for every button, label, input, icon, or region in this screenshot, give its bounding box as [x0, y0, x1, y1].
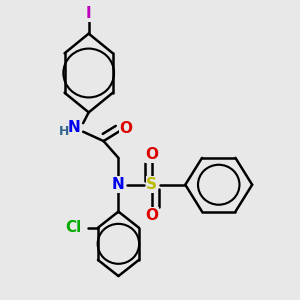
Text: I: I [86, 6, 92, 21]
Text: S: S [146, 177, 158, 192]
Text: H: H [59, 125, 70, 138]
Text: N: N [112, 177, 125, 192]
Text: O: O [119, 122, 132, 136]
Text: O: O [146, 208, 158, 223]
Text: N: N [68, 120, 80, 135]
Text: Cl: Cl [66, 220, 82, 235]
Text: O: O [146, 147, 158, 162]
